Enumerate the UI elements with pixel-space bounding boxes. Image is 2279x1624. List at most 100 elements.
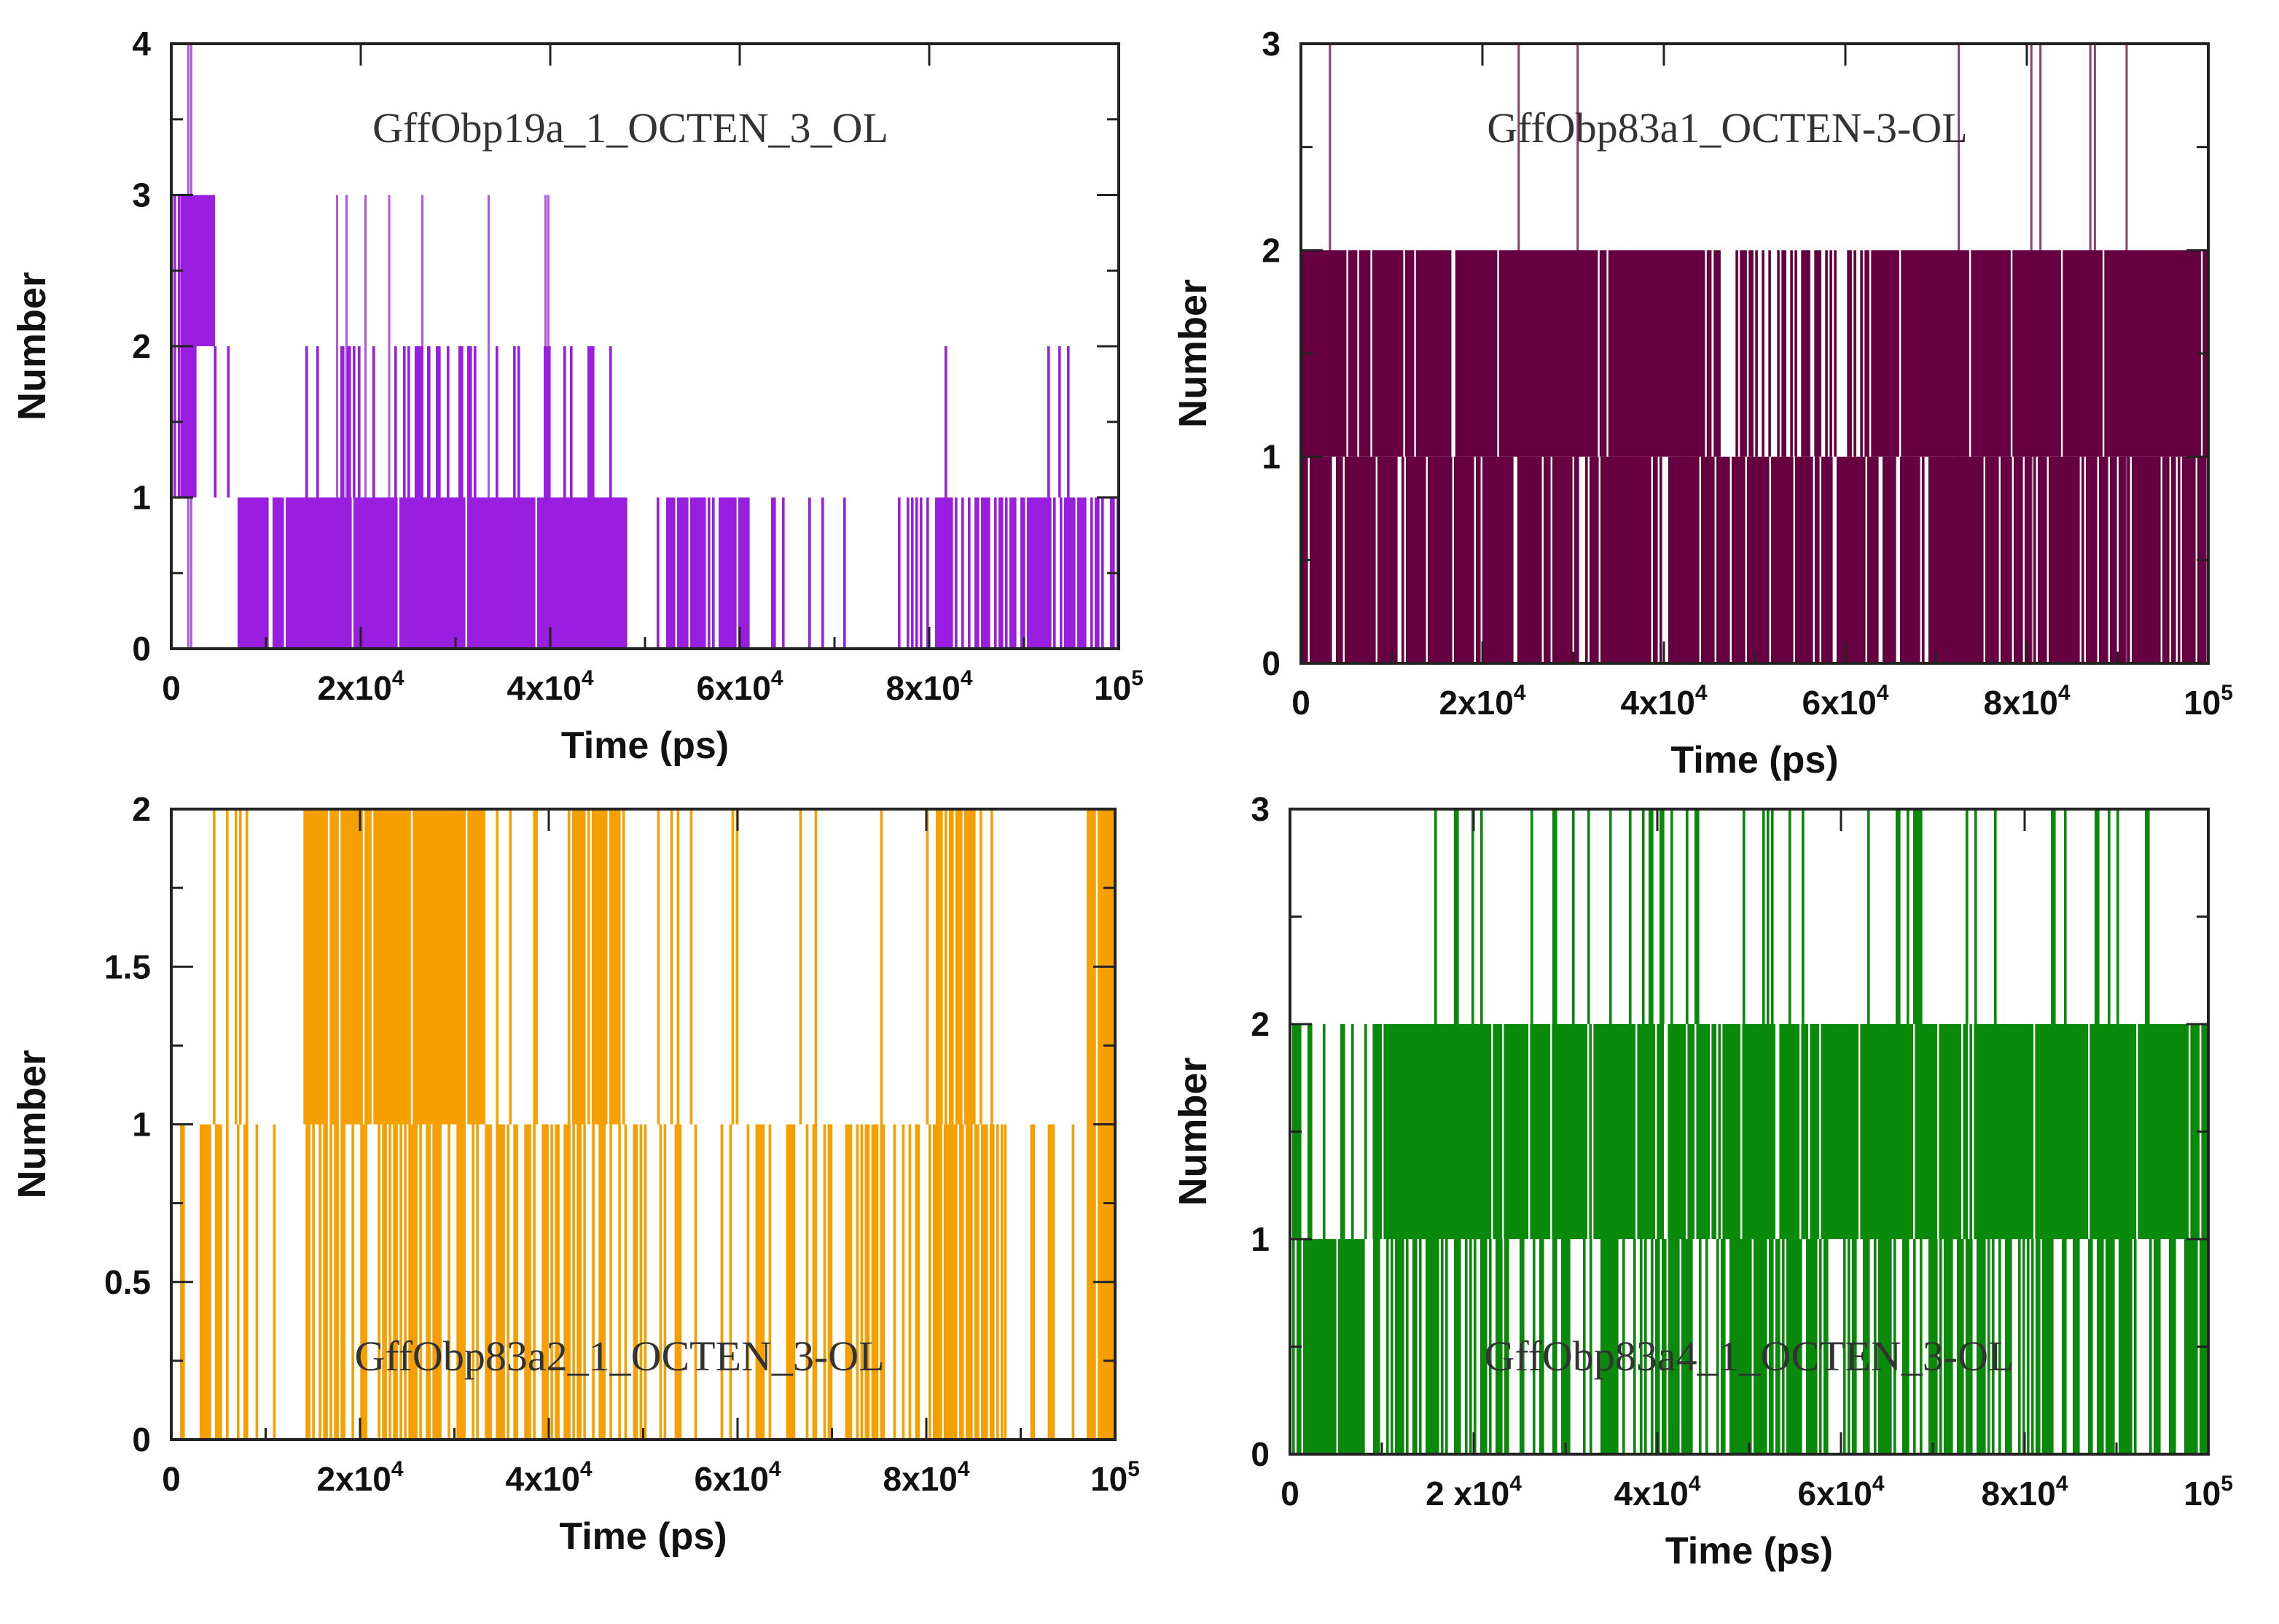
data-bar (1686, 456, 1689, 663)
data-bar (1794, 250, 1797, 457)
data-bar (526, 1124, 529, 1440)
data-bar (867, 1124, 870, 1440)
data-bar (1716, 250, 1719, 457)
data-bar (2087, 250, 2090, 457)
data-bar (1533, 1239, 1536, 1454)
data-bar (1460, 1024, 1463, 1239)
data-bar (1693, 250, 1697, 457)
data-bar (1883, 250, 1886, 457)
data-bar (334, 1124, 337, 1440)
data-bar (618, 497, 621, 649)
x-tick-exponent: 4 (771, 666, 783, 690)
data-bar (1977, 250, 1980, 457)
data-bar (1325, 456, 1328, 663)
data-bar (2139, 250, 2142, 457)
data-bar (1622, 1024, 1625, 1239)
data-bar (362, 497, 365, 649)
data-bar (1644, 456, 1647, 663)
data-bar (1385, 250, 1388, 457)
data-bar (2016, 456, 2019, 663)
data-bar (1858, 456, 1861, 663)
data-bar (1485, 250, 1489, 457)
data-bar (2115, 250, 2118, 457)
data-bar (273, 1124, 276, 1440)
data-bar (955, 497, 958, 649)
data-bar (2157, 250, 2159, 457)
data-bar (1955, 250, 1958, 457)
data-bar (1503, 250, 1506, 457)
data-bar (2084, 250, 2087, 457)
data-bar (1762, 1024, 1764, 1239)
data-bar (214, 346, 217, 498)
data-bar (1916, 250, 1919, 457)
data-bar (2103, 456, 2106, 663)
data-bar (1681, 1239, 1684, 1454)
data-bar (1969, 1024, 1972, 1239)
data-bar (1401, 1024, 1404, 1239)
data-bar (242, 497, 245, 649)
data-bar (2055, 1024, 2057, 1239)
data-bar (1334, 250, 1337, 457)
data-bar (476, 1124, 479, 1440)
data-bar (1792, 1024, 1795, 1239)
data-bar (2008, 250, 2011, 457)
data-bar (1609, 456, 1612, 663)
data-bar (681, 497, 684, 649)
data-bar (998, 497, 1001, 649)
data-bar (1082, 497, 1084, 649)
data-bar (1637, 1024, 1640, 1239)
data-bar (1826, 456, 1829, 663)
data-bar (438, 346, 441, 498)
data-bar (746, 1124, 750, 1440)
data-bar (2117, 250, 2120, 457)
data-bar (1799, 456, 1802, 663)
data-bar (1402, 1239, 1404, 1454)
y-tick-label: 0 (132, 1421, 151, 1459)
data-bar (969, 809, 972, 1125)
data-bar (1345, 456, 1348, 663)
data-bar (1998, 1024, 2001, 1239)
data-bar (485, 1124, 488, 1440)
data-bar (1960, 250, 1963, 457)
data-bar (1358, 1239, 1361, 1454)
data-bar (2108, 1239, 2111, 1454)
data-bar (1084, 497, 1087, 649)
data-bar (1791, 456, 1794, 663)
data-bar (1520, 250, 1524, 457)
data-bar (1429, 1024, 1432, 1239)
data-bar (1915, 1024, 1918, 1239)
data-bar (614, 497, 617, 649)
x-tick-label: 4x104 (1614, 1472, 1701, 1512)
data-bar (1307, 1024, 1310, 1239)
data-bar (1589, 1024, 1592, 1239)
data-bar (360, 497, 363, 649)
data-bar (566, 1124, 568, 1440)
data-bar (208, 1124, 211, 1440)
data-bar (2150, 250, 2153, 457)
data-bar (563, 1124, 566, 1440)
data-bar (600, 809, 603, 1125)
data-bar (915, 1124, 918, 1440)
data-bar (1978, 1024, 1981, 1239)
data-bar (2141, 456, 2143, 663)
data-bar (1753, 1024, 1756, 1239)
data-bar (1771, 1239, 1774, 1454)
data-bar (1756, 456, 1759, 663)
data-bar (1439, 250, 1443, 457)
data-bar (1866, 1024, 1869, 1239)
data-bar (1526, 456, 1529, 663)
data-bar (410, 1124, 413, 1440)
data-bar (1754, 456, 1756, 663)
data-bar (1996, 456, 1999, 663)
data-bar (633, 1124, 636, 1440)
data-bar (1909, 250, 1912, 457)
data-bar (2046, 1024, 2049, 1239)
data-bar (1540, 250, 1544, 457)
data-bar (454, 497, 457, 649)
data-bar (1951, 250, 1954, 457)
data-bar (1931, 456, 1934, 663)
data-bar (1518, 250, 1522, 457)
data-bar (1538, 250, 1541, 457)
data-bar (399, 809, 402, 1125)
data-bar (1571, 250, 1574, 457)
